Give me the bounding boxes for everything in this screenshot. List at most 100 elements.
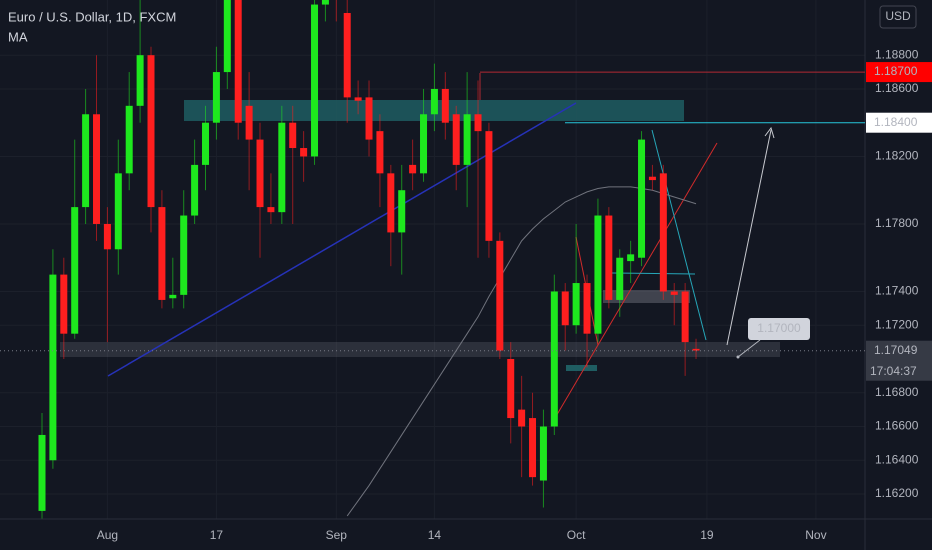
candle-body [169,294,177,299]
trend-line [651,129,707,341]
y-tick-label: 1.18600 [875,81,919,95]
price-label: 1.18700 [874,64,918,78]
y-tick-label: 1.16800 [875,385,919,399]
price-label: 1.18400 [874,115,918,129]
candle-body [430,88,438,115]
candle-body [376,131,384,174]
candle-body [594,215,602,334]
candle-body [561,291,569,326]
candle-body [147,55,155,208]
candle-body [125,105,133,174]
candle-body [441,88,449,123]
candle-body [627,254,635,262]
candle-body [202,122,210,165]
candle-body [245,105,253,140]
candle-body [191,164,199,216]
candle-body [180,215,188,295]
candle-body [103,223,111,250]
candle-body [409,164,417,174]
callout-box [748,318,810,340]
candle-body [681,291,689,343]
candle-body [256,139,264,208]
candle-body [496,240,504,351]
candle-body [583,283,591,334]
candle-body [114,173,122,250]
candle-body [267,207,275,213]
y-tick-label: 1.16600 [875,419,919,433]
candle-body [616,257,624,300]
candle-body [670,291,678,295]
candle-body [289,122,297,149]
arrow-head [764,126,775,139]
candle-body [354,97,362,101]
price-label-box [866,62,932,83]
x-tick-label: Sep [326,528,348,542]
candle-body [223,0,231,73]
candle-body [420,114,428,174]
candle-body [365,97,373,140]
candle-body [452,114,460,165]
y-tick-label: 1.18200 [875,149,919,163]
candle-body [136,55,144,106]
candle-body [158,207,166,300]
countdown: 17:04:37 [870,364,917,378]
candle-body [60,274,68,334]
y-tick-label: 1.17800 [875,216,919,230]
candle-body [550,291,558,427]
currency[interactable]: USD [885,9,911,23]
candle-body [278,122,286,213]
candle-body [398,190,406,233]
y-tick-label: 1.17200 [875,317,919,331]
currency-button[interactable] [879,5,917,29]
chart-title: Euro / U.S. Dollar, 1D, FXCM [8,9,176,24]
zone [566,365,597,371]
x-tick-label: Aug [97,528,118,542]
legend-entry: MA [8,29,28,44]
candle-body [321,0,329,5]
candle-body [311,4,319,157]
candle-body [638,139,646,258]
arrow [726,129,772,346]
candle-body [539,426,547,481]
candle-body [659,173,667,292]
candle-body [38,434,46,511]
ma-line [346,186,697,517]
candle-body [212,72,220,123]
candle-body [529,418,537,478]
drawings [60,73,780,419]
x-tick-label: 14 [428,528,442,542]
last-price-label: 1.17049 [874,343,918,357]
callout-label: 1.17000 [757,321,801,335]
candle-body [234,0,242,123]
candle-body [572,283,580,326]
price-label-box [866,112,932,133]
candle-body [71,207,79,334]
candle-body [485,131,493,241]
trend-line [554,142,718,419]
callout-connector [737,339,761,358]
candle-body [387,173,395,233]
x-tick-label: Oct [567,528,586,542]
candle-body [82,114,90,208]
last-price-box [866,340,932,381]
callout-anchor [736,355,740,359]
y-tick-label: 1.16400 [875,452,919,466]
x-tick-label: 19 [700,528,714,542]
trend-line [611,272,696,275]
candle-body [463,114,471,165]
candle-body [93,114,101,224]
y-tick-label: 1.17400 [875,284,919,298]
zone [60,342,780,357]
x-tick-label: 17 [210,528,224,542]
candle-body [507,358,515,419]
candle-body [474,114,482,132]
candle-body [49,274,57,461]
candle-body [692,348,700,351]
candle-body [605,215,613,300]
trend-line [107,102,577,377]
y-tick-label: 1.18800 [875,47,919,61]
candle-body [343,12,351,98]
candle-body [300,148,308,157]
candle-body [648,176,656,181]
